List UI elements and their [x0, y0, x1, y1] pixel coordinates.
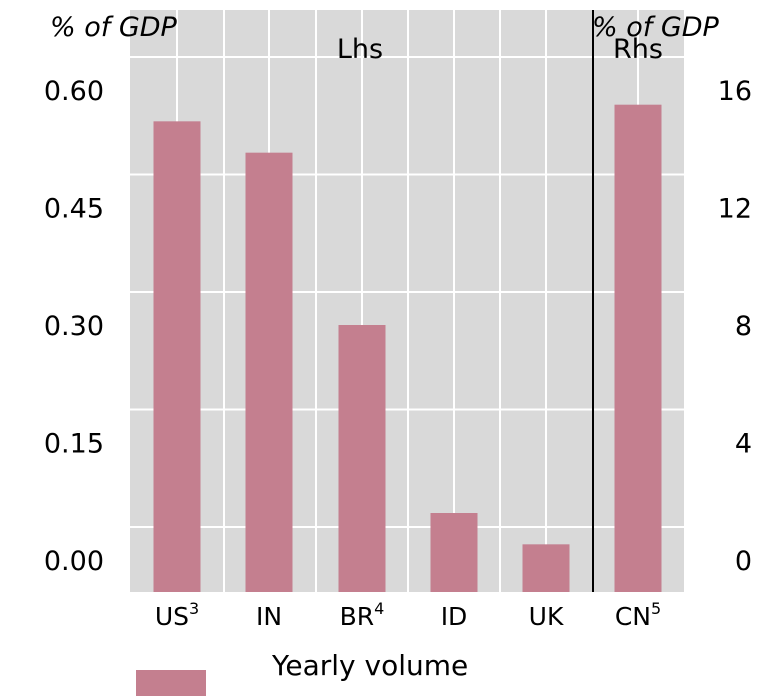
bar-us [153, 121, 201, 592]
legend-label: Yearly volume [271, 649, 468, 682]
lhs-panel-label: Lhs [337, 34, 383, 65]
bar-uk [522, 544, 570, 592]
category-label: US3 [155, 599, 199, 631]
grid-lines [130, 10, 684, 592]
rhs-tick-label: 16 [718, 76, 752, 107]
bars [153, 104, 662, 592]
category-label: IN [256, 602, 282, 631]
category-labels: US3 IN BR4 ID UK CN5 [155, 599, 661, 631]
lhs-tick-label: 0.45 [44, 194, 104, 225]
rhs-panel-label: Rhs [613, 34, 663, 65]
lhs-tick-label: 0.15 [44, 429, 104, 460]
legend-swatch [136, 670, 206, 696]
category-label: BR4 [340, 599, 385, 631]
category-label: UK [529, 602, 564, 631]
category-label: ID [441, 602, 468, 631]
bar-br [338, 325, 386, 592]
rhs-tick-label: 4 [735, 429, 752, 460]
rhs-unit-label: % of GDP [592, 12, 720, 43]
bar-id [430, 513, 478, 592]
bar-in [245, 152, 293, 592]
rhs-tick-label: 0 [735, 546, 752, 577]
lhs-tick-label: 0.60 [44, 76, 104, 107]
lhs-tick-label: 0.00 [44, 546, 104, 577]
rhs-tick-labels: 0 4 8 12 16 [718, 76, 752, 577]
bar-cn [614, 104, 662, 592]
lhs-unit-label: % of GDP [50, 12, 178, 43]
lhs-tick-label: 0.30 [44, 311, 104, 342]
lhs-tick-labels: 0.00 0.15 0.30 0.45 0.60 [44, 76, 104, 577]
rhs-tick-label: 12 [718, 194, 752, 225]
rhs-tick-label: 8 [735, 311, 752, 342]
category-label: CN5 [615, 599, 661, 631]
